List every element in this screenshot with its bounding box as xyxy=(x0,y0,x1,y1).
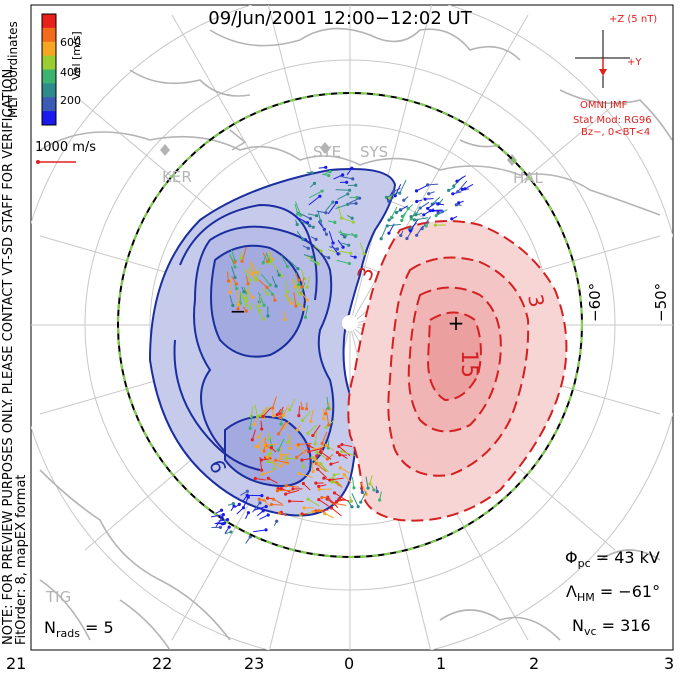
station-label-hal: HAL xyxy=(513,169,544,187)
phi-pc-subscript: pc xyxy=(577,557,591,571)
lambda-symbol: Λ xyxy=(566,582,577,601)
color-bar-segment xyxy=(42,111,56,126)
color-bar-segment xyxy=(42,97,56,112)
coords-label: MLT coordinates xyxy=(6,21,20,118)
corner-label-tig: TIG xyxy=(45,588,71,606)
reference-vector xyxy=(36,160,76,164)
pole-marker xyxy=(342,315,358,331)
mlt-tick-1: 1 xyxy=(436,654,447,673)
vel-tick-400: 400 xyxy=(60,66,81,79)
neg-extremum-marker: − xyxy=(230,299,247,323)
lat-label-50: −50° xyxy=(652,283,670,322)
color-bar-segment xyxy=(42,83,56,98)
mlt-tick-23: 23 xyxy=(244,654,265,673)
imf-z-label: +Z (5 nT) xyxy=(609,14,658,25)
nvc-symbol: N xyxy=(572,616,584,635)
velocity-color-bar xyxy=(41,13,57,126)
station-label-sye: SYE xyxy=(313,143,341,161)
phi-pc-value: = 43 kV xyxy=(595,548,660,567)
lambda-hm-stat: ΛHM = −61° xyxy=(566,582,660,604)
mlt-tick-21: 21 xyxy=(6,654,27,673)
lat-label-60: −60° xyxy=(586,283,604,322)
positive-cell xyxy=(347,220,568,522)
nvc-subscript: vc xyxy=(583,625,597,639)
color-bar-segment xyxy=(42,69,56,84)
mlt-tick-0: 0 xyxy=(344,654,355,673)
hm-boundary-dash xyxy=(117,92,583,558)
velocity-vectors xyxy=(211,165,474,544)
mlt-tick-2: 2 xyxy=(529,654,540,673)
mlt-tick-22: 22 xyxy=(152,654,173,673)
phi-pc-stat: Φpc = 43 kV xyxy=(565,548,660,570)
station-label-sys: SYS xyxy=(360,143,388,161)
lambda-subscript: HM xyxy=(576,591,595,605)
imf-model: Stat Mod: RG96 xyxy=(573,115,652,126)
coastline xyxy=(39,27,673,650)
imf-condition: Bz−, 0<BT<4 xyxy=(581,127,651,138)
lambda-value: = −61° xyxy=(599,582,661,601)
station-label-ker: KER xyxy=(162,168,192,186)
vel-tick-200: 200 xyxy=(60,94,81,107)
color-bar-segment xyxy=(42,55,56,70)
imf-dial xyxy=(575,30,630,88)
nrads-subscript: rads xyxy=(55,627,80,641)
mlt-tick-3: 3 xyxy=(664,654,675,673)
nrads-value: = 5 xyxy=(85,618,114,637)
color-bar-segment xyxy=(42,41,56,57)
contour-label-3b: 3 xyxy=(523,292,549,309)
imf-y-label: +Y xyxy=(627,57,642,68)
vel-tick-600: 600 xyxy=(60,36,81,49)
ref-vector-label: 1000 m/s xyxy=(35,140,97,155)
map-title: 09/Jun/2001 12:00−12:02 UT xyxy=(208,8,472,29)
phi-pc-symbol: Φ xyxy=(565,548,578,567)
nrads-symbol: N xyxy=(44,618,56,637)
nvc-stat: Nvc = 316 xyxy=(572,616,651,638)
color-bar-segment xyxy=(42,14,56,29)
color-bar-segment xyxy=(42,27,56,43)
negative-cell xyxy=(148,168,397,517)
pos-extremum-marker: + xyxy=(448,311,465,335)
imf-source: OMNI IMF xyxy=(580,100,628,111)
nvc-value: = 316 xyxy=(601,616,651,635)
contour-label-15: 15 xyxy=(456,350,481,378)
fit-order-note: FitOrder: 8, mapEX format xyxy=(14,474,29,645)
nrads-stat: Nrads = 5 xyxy=(44,618,114,640)
